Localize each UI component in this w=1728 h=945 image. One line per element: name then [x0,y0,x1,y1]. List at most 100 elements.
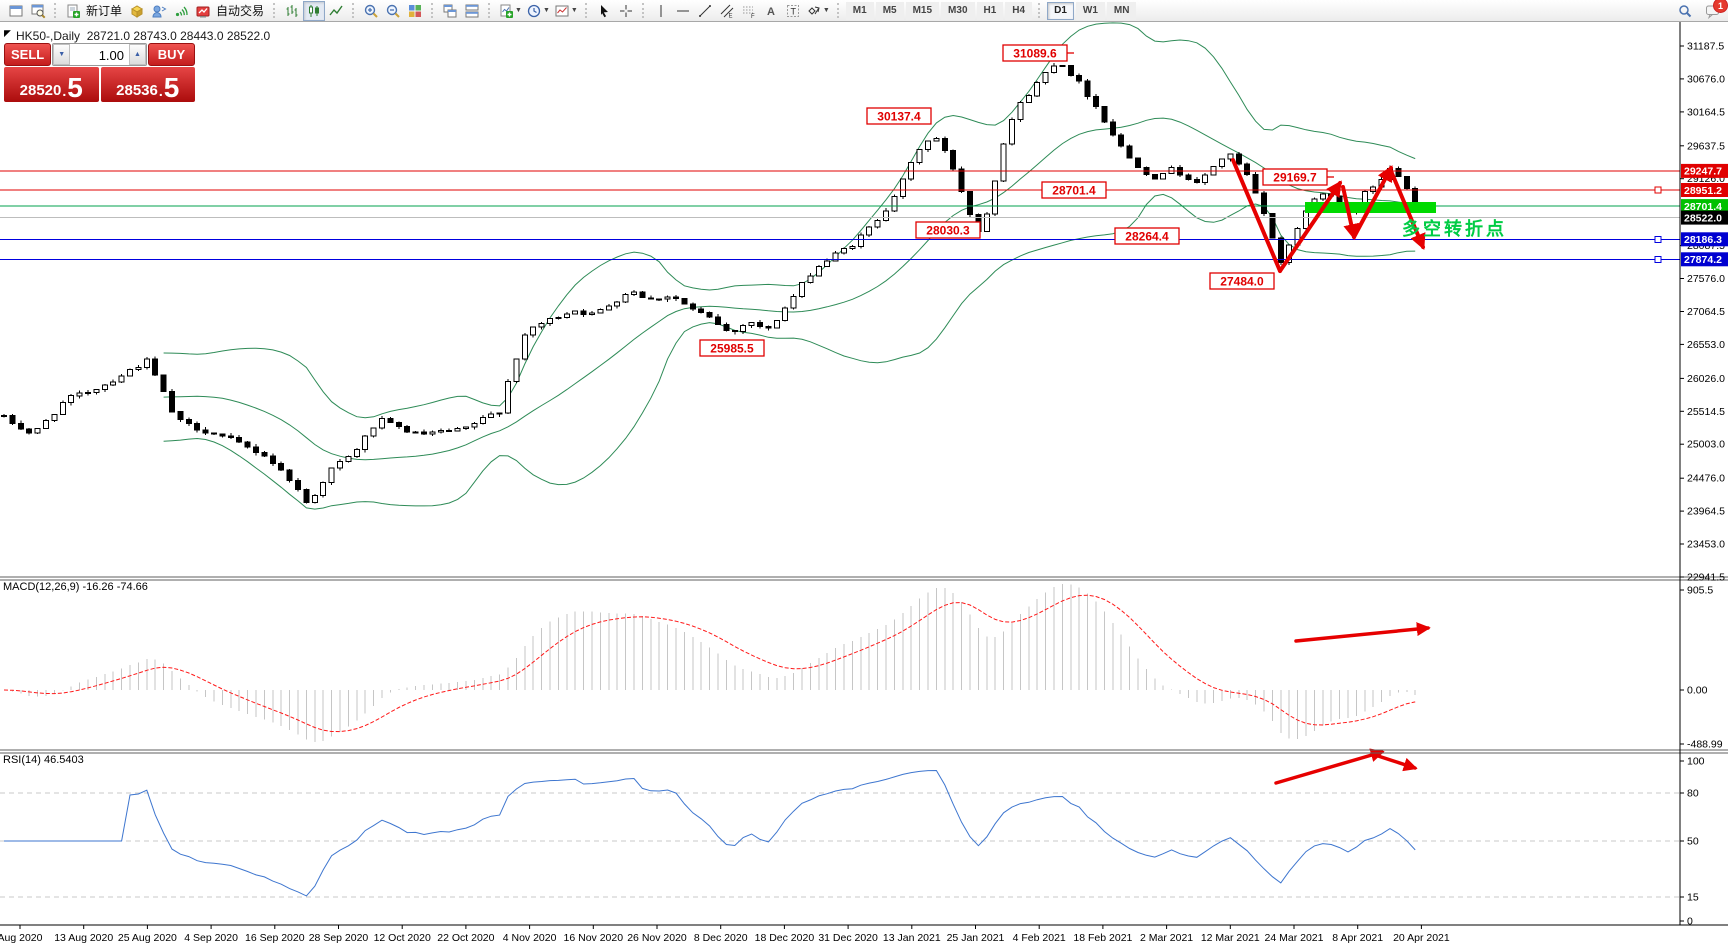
svg-text:905.5: 905.5 [1687,585,1713,597]
buy-button[interactable]: BUY [148,43,195,66]
macd-signal-line [3,594,1416,733]
macd-arrow[interactable] [1294,622,1431,643]
candlestick-mode-button[interactable] [303,0,326,21]
toolbar-separator [273,3,276,18]
chevron-down-icon: ▼ [542,7,550,14]
cursor-tool-button[interactable] [593,1,615,21]
price-axis[interactable]: 31187.530676.030164.529637.529126.028087… [1680,41,1728,928]
tiles-icon [409,4,422,17]
cross-icon [619,4,632,17]
toolbar-group: ▼ ▼ ▼ [493,0,583,22]
toolbar-separator [641,3,645,18]
vertical-line-tool-button[interactable] [650,1,672,21]
bar-chart-mode-button[interactable] [281,1,303,21]
signals-button[interactable] [170,1,192,21]
svg-text:A: A [767,6,775,18]
market-watch-button[interactable] [126,1,148,21]
cascade-windows-button[interactable] [439,1,461,21]
zoom-out-button[interactable] [382,1,404,21]
svg-text:28264.4: 28264.4 [1125,230,1169,244]
chevron-down-icon: ▼ [570,7,578,14]
svg-text:22 Oct 2020: 22 Oct 2020 [437,932,494,944]
svg-text:28 Sep 2020: 28 Sep 2020 [309,932,369,944]
tile-windows-button[interactable] [404,1,426,21]
equidistant-channel-tool-button[interactable]: E [716,1,738,21]
trend-arrows[interactable] [1231,158,1426,273]
candles [1,63,1419,504]
Tbox-icon: T [786,4,799,17]
chevron-down-icon: ▼ [515,7,522,14]
buy-price-button[interactable]: 28536 . 5 [100,67,195,103]
line-chart-mode-button[interactable] [325,1,347,21]
timeframe-M1-button[interactable]: M1 [845,1,874,20]
cube-icon [131,4,143,18]
svg-text:28701.4: 28701.4 [1052,184,1096,198]
text-tool-button[interactable]: A [760,1,782,21]
toolbar-separator [352,3,355,18]
main-chart-svg[interactable]: 31089.6 30137.4 29169.7 28701.4 28264.4 28030… [0,22,1728,945]
autotrading-button[interactable] [192,1,214,21]
fibonacci-tool-button[interactable]: F [738,1,760,21]
svg-text:15: 15 [1687,892,1699,904]
charts-window-button[interactable] [5,1,27,21]
notifications-button[interactable]: 1 [1702,0,1728,21]
line-handle [1654,186,1662,194]
volume-input[interactable]: 1.00 [98,48,124,63]
neworder-icon [67,4,80,18]
horizontal-line-tool-button[interactable] [672,1,694,21]
timeframe-H1-button[interactable]: H1 [976,1,1004,20]
pane-separators[interactable] [0,22,1728,926]
svg-text:31 Dec 2020: 31 Dec 2020 [818,932,878,944]
periods-button[interactable]: ▼ [524,1,552,21]
tpl-icon [555,5,569,16]
shapes-icon [808,6,820,15]
svg-text:28186.3: 28186.3 [1684,234,1722,246]
timeframe-H4-button[interactable]: H4 [1005,1,1033,20]
trendline-tool-button[interactable] [694,1,716,21]
rsi-arrows[interactable] [1274,748,1418,785]
vl-icon [660,4,662,17]
volume-decrease-button[interactable]: ▼ [53,44,71,65]
templates-button[interactable]: ▼ [552,1,580,21]
toolbar-separator [836,3,840,18]
turning-point-annotation[interactable]: 多空转折点 [1402,219,1507,239]
sell-price-button[interactable]: 28520 . 5 [4,67,99,102]
tl-icon [698,4,711,17]
search-button[interactable] [1674,1,1696,21]
svg-text:T: T [790,6,796,16]
toolbar-group: 新订单 自动交易 [59,0,271,22]
svg-text:16 Nov 2020: 16 Nov 2020 [564,932,624,944]
sig-icon [175,6,188,16]
svg-text:30137.4: 30137.4 [877,110,921,124]
volume-increase-button[interactable]: ▲ [129,44,146,65]
zoom-in-button[interactable] [360,1,382,21]
fibF-icon: F [742,6,755,19]
svg-text:25 Jan 2021: 25 Jan 2021 [947,932,1005,944]
timeframe-MN-button[interactable]: MN [1106,1,1137,20]
price-callouts[interactable]: 31089.6 30137.4 29169.7 28701.4 28264.4 28030… [699,44,1334,357]
shapes-tool-button[interactable]: ▼ [804,1,832,21]
crosshair-tool-button[interactable] [615,1,637,21]
timeframe-M15-button[interactable]: M15 [905,1,940,20]
volume-control: ▼ 1.00 ▲ [52,43,147,66]
navigator-button[interactable] [148,1,170,21]
svg-text:25514.5: 25514.5 [1687,406,1725,418]
data-window-button[interactable] [27,1,49,21]
new-chart-button[interactable]: ▼ [496,1,524,21]
svg-text:4 Feb 2021: 4 Feb 2021 [1013,932,1066,944]
timeframe-M30-button[interactable]: M30 [941,1,975,20]
buy-price-dot: . [158,83,163,99]
time-axis[interactable]: Aug 2020 13 Aug 2020 25 Aug 2020 4 Sep 2020… [0,925,1450,944]
timeframe-W1-button[interactable]: W1 [1075,1,1105,20]
svg-text:30676.0: 30676.0 [1687,73,1725,85]
bars-icon [286,4,298,17]
text-label-tool-button[interactable]: T [782,1,804,21]
toolbar-group [278,0,350,22]
timeframe-D1-button[interactable]: D1 [1047,1,1074,20]
notification-badge: 1 [1713,0,1728,13]
timeframe-M5-button[interactable]: M5 [875,1,904,20]
buy-price-pip: 5 [163,71,180,103]
sell-button[interactable]: SELL [4,43,52,66]
new-order-button[interactable] [62,1,84,21]
arrange-windows-button[interactable] [461,1,483,21]
